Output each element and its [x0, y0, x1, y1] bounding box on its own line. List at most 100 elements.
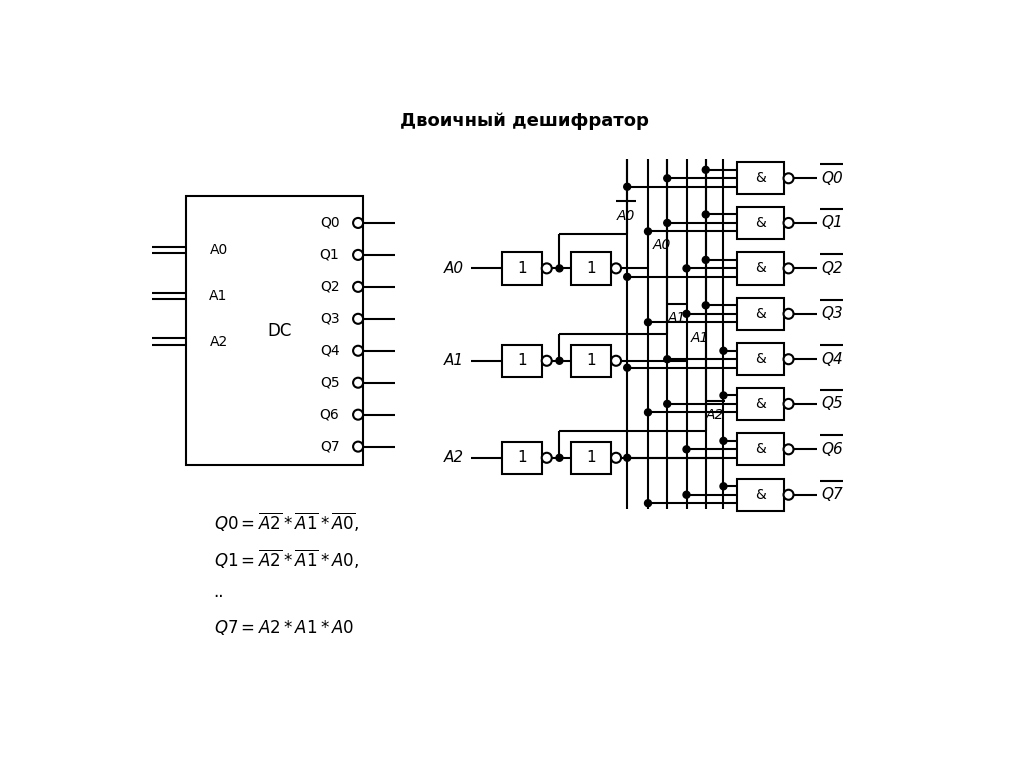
Text: A0: A0	[616, 209, 635, 223]
Circle shape	[720, 347, 727, 354]
Bar	[571, 344, 611, 377]
Bar	[737, 433, 783, 466]
Text: $Q7 = A2 * A1 * A0$: $Q7 = A2 * A1 * A0$	[214, 617, 354, 637]
Bar	[737, 162, 783, 195]
Text: A1: A1	[443, 354, 464, 368]
Circle shape	[720, 392, 727, 399]
Circle shape	[664, 400, 671, 407]
Text: 1: 1	[517, 450, 526, 466]
Circle shape	[783, 354, 794, 364]
Text: Q7: Q7	[319, 439, 339, 453]
Circle shape	[624, 454, 631, 461]
Text: Q0: Q0	[319, 216, 339, 230]
Text: A1: A1	[209, 288, 227, 303]
Circle shape	[542, 263, 552, 273]
Circle shape	[683, 492, 690, 499]
Text: &: &	[755, 262, 766, 275]
Text: &: &	[755, 488, 766, 502]
Text: A0: A0	[652, 239, 671, 252]
Text: A2: A2	[443, 450, 464, 466]
Circle shape	[783, 490, 794, 500]
Circle shape	[702, 166, 710, 173]
Text: ..: ..	[214, 583, 224, 601]
Text: Q0: Q0	[821, 171, 843, 186]
Circle shape	[542, 453, 552, 463]
Text: A0: A0	[443, 261, 464, 276]
Text: Q4: Q4	[821, 352, 843, 367]
Text: Q5: Q5	[319, 376, 339, 390]
Text: DC: DC	[267, 321, 292, 340]
Bar	[737, 343, 783, 375]
Text: Двоичный дешифратор: Двоичный дешифратор	[400, 111, 649, 130]
Circle shape	[702, 256, 710, 263]
Text: &: &	[755, 443, 766, 456]
Circle shape	[624, 183, 631, 190]
Bar	[737, 252, 783, 285]
Circle shape	[353, 410, 364, 420]
Circle shape	[353, 314, 364, 324]
Circle shape	[683, 265, 690, 272]
Circle shape	[783, 218, 794, 228]
Circle shape	[644, 228, 651, 235]
Circle shape	[644, 500, 651, 507]
Circle shape	[664, 356, 671, 363]
Circle shape	[611, 356, 621, 366]
Text: Q7: Q7	[821, 487, 843, 502]
Text: A0: A0	[209, 243, 227, 257]
Text: $Q1 = \overline{A2} * \overline{A1} * A0,$: $Q1 = \overline{A2} * \overline{A1} * A0…	[214, 548, 359, 571]
Text: Q2: Q2	[319, 280, 339, 294]
Text: &: &	[755, 307, 766, 321]
Bar	[737, 479, 783, 511]
Text: Q1: Q1	[319, 248, 340, 262]
Bar	[502, 442, 542, 474]
Bar	[737, 388, 783, 420]
Text: Q6: Q6	[319, 408, 340, 422]
Text: &: &	[755, 397, 766, 411]
Circle shape	[542, 356, 552, 366]
Circle shape	[720, 482, 727, 490]
Text: Q1: Q1	[821, 216, 843, 230]
Text: Q3: Q3	[821, 306, 843, 321]
Text: A2: A2	[706, 409, 724, 423]
Text: 1: 1	[586, 261, 596, 276]
Circle shape	[702, 211, 710, 218]
Circle shape	[683, 311, 690, 318]
Circle shape	[353, 442, 364, 452]
Circle shape	[644, 409, 651, 416]
Circle shape	[783, 263, 794, 273]
Circle shape	[702, 302, 710, 309]
Circle shape	[644, 319, 651, 326]
Circle shape	[720, 437, 727, 444]
Bar	[502, 344, 542, 377]
Text: 1: 1	[517, 354, 526, 368]
Circle shape	[664, 175, 671, 182]
Text: 1: 1	[517, 261, 526, 276]
Bar	[571, 442, 611, 474]
Text: A1: A1	[668, 311, 686, 325]
Bar	[737, 207, 783, 239]
Bar	[502, 252, 542, 285]
Text: A1: A1	[691, 331, 710, 344]
Circle shape	[556, 357, 563, 364]
Circle shape	[353, 281, 364, 292]
Circle shape	[611, 263, 621, 273]
Text: Q2: Q2	[821, 261, 843, 276]
Circle shape	[664, 219, 671, 226]
Circle shape	[556, 265, 563, 272]
Circle shape	[353, 218, 364, 228]
Text: &: &	[755, 171, 766, 186]
Text: Q4: Q4	[319, 344, 339, 357]
Circle shape	[683, 446, 690, 453]
Text: Q3: Q3	[319, 312, 339, 326]
Circle shape	[353, 346, 364, 356]
Text: $Q0 = \overline{A2} * \overline{A1} * \overline{A0},$: $Q0 = \overline{A2} * \overline{A1} * \o…	[214, 511, 359, 534]
Circle shape	[783, 444, 794, 454]
Circle shape	[353, 250, 364, 260]
Text: Q5: Q5	[821, 397, 843, 411]
Text: A2: A2	[209, 334, 227, 348]
Bar	[186, 196, 364, 466]
Text: &: &	[755, 216, 766, 230]
Text: 1: 1	[586, 354, 596, 368]
Bar	[737, 298, 783, 330]
Circle shape	[783, 309, 794, 319]
